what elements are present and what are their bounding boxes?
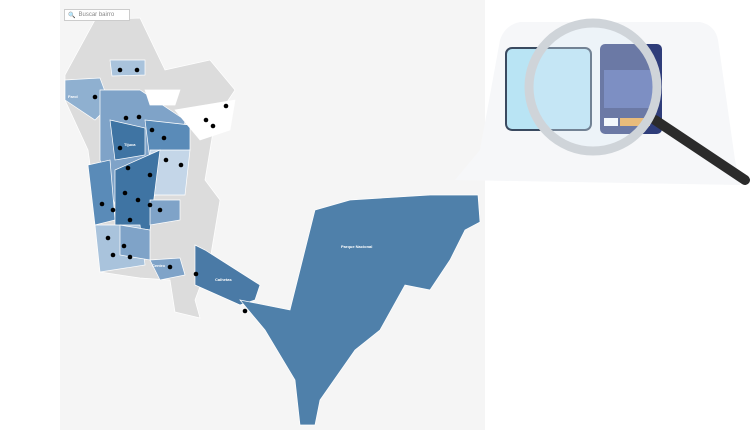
neighborhoods[interactable] — [64, 17, 481, 426]
search-placeholder: Buscar bairro — [78, 12, 115, 18]
markers[interactable] — [92, 67, 248, 314]
label-tijuca: Tijuca — [124, 142, 136, 147]
label-farol: Farol — [68, 94, 78, 99]
search-icon: 🔍 — [68, 12, 76, 19]
search-input[interactable]: 🔍 Buscar bairro — [64, 9, 130, 21]
label-parque-nacional: Parque Nacional — [341, 244, 372, 249]
label-calhetas: Calhetas — [215, 277, 232, 282]
label-centro: Centro — [152, 263, 165, 268]
magnifier-over-device-icon — [455, 18, 750, 185]
